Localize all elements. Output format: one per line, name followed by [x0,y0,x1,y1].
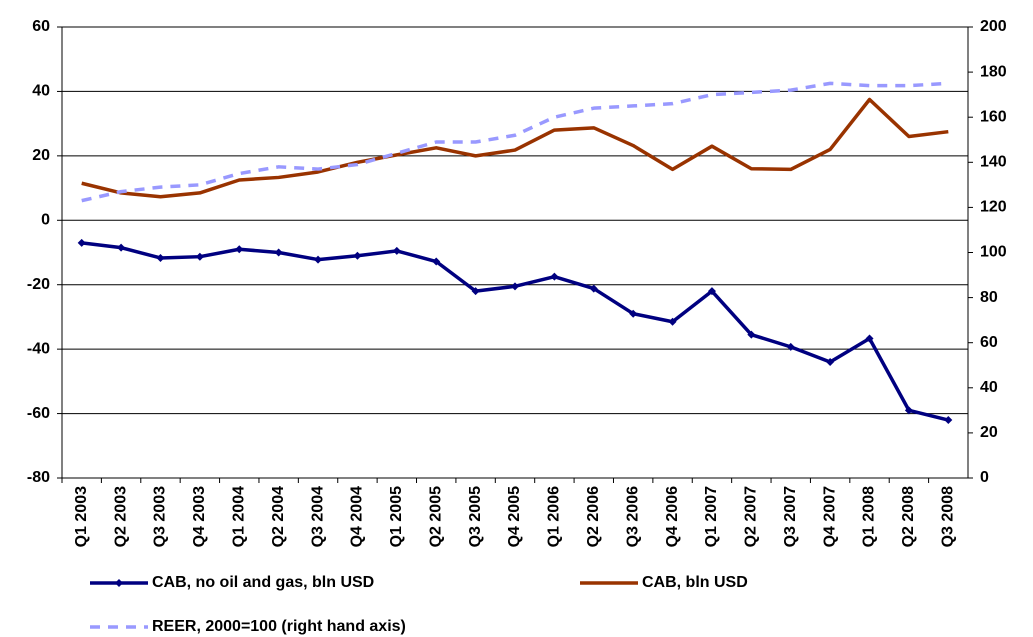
plot-area [61,26,969,479]
y2-tick-label: 40 [980,379,998,396]
x-tick-label: Q4 2004 [349,486,366,547]
series-line [81,97,949,199]
y-tick-label: 40 [32,83,50,100]
x-tick-label: Q3 2004 [309,486,326,547]
x-tick-label: Q1 2004 [230,486,247,547]
point-marker [274,248,283,257]
x-tick-label: Q1 2008 [861,486,878,547]
x-tick-label: Q2 2003 [112,486,129,547]
y2-tick-label: 180 [980,63,1007,80]
point-marker [314,255,323,264]
x-tick-label: Q4 2007 [821,486,838,547]
x-tick-label: Q1 2003 [73,486,90,547]
point-marker [392,246,401,255]
point-marker [195,252,204,261]
point-marker [826,358,835,367]
x-tick-label: Q4 2006 [664,486,681,547]
point-marker [944,416,953,425]
y-tick-label: 0 [41,212,50,229]
x-tick-label: Q3 2005 [467,486,484,547]
y2-tick-label: 120 [980,199,1007,216]
point-marker [904,406,913,415]
y2-tick-label: 140 [980,154,1007,171]
point-marker [865,334,874,343]
y2-tick-label: 20 [980,424,998,441]
series-line [81,81,949,203]
y2-tick-label: 200 [980,18,1007,35]
y-tick-label: 20 [32,147,50,164]
point-marker [511,282,519,291]
y-tick-label: -80 [27,469,50,486]
y2-tick-label: 60 [980,334,998,351]
y2-tick-label: 0 [980,469,989,486]
y2-tick-label: 100 [980,244,1007,261]
y-tick-label: -20 [27,276,50,293]
point-marker [156,253,165,262]
x-tick-label: Q4 2003 [191,486,208,547]
y-tick-label: -40 [27,340,50,357]
point-marker [77,238,86,247]
point-marker [117,243,126,252]
y2-tick-label: 80 [980,289,998,306]
point-marker [747,330,756,339]
x-tick-label: Q3 2007 [782,486,799,547]
series-line [81,241,949,422]
y-tick-label: 60 [32,18,50,35]
point-marker [707,287,716,296]
x-tick-label: Q2 2004 [270,486,287,547]
point-marker [235,245,244,254]
x-tick-label: Q2 2008 [900,486,917,547]
point-marker [471,287,480,296]
point-marker [629,309,638,318]
x-tick-label: Q1 2005 [388,486,405,547]
point-marker [786,342,795,351]
y-tick-label: -60 [27,405,50,422]
legend-label: REER, 2000=100 (right hand axis) [152,618,406,635]
x-tick-label: Q1 2007 [703,486,720,547]
x-tick-label: Q2 2006 [585,486,602,547]
legend-label: CAB, no oil and gas, bln USD [152,574,374,591]
legend-label: CAB, bln USD [642,574,748,591]
point-marker [589,284,598,293]
x-tick-label: Q3 2006 [624,486,641,547]
point-marker [353,251,362,260]
x-tick-label: Q2 2007 [743,486,760,547]
point-marker [432,257,441,266]
x-tick-label: Q2 2005 [427,486,444,547]
x-tick-label: Q4 2005 [506,486,523,547]
x-tick-label: Q1 2006 [546,486,563,547]
point-marker [668,317,677,326]
x-tick-label: Q3 2008 [940,486,957,547]
y2-tick-label: 160 [980,108,1007,125]
legend-marker [115,579,123,587]
point-marker [550,272,559,281]
x-tick-label: Q3 2003 [152,486,169,547]
